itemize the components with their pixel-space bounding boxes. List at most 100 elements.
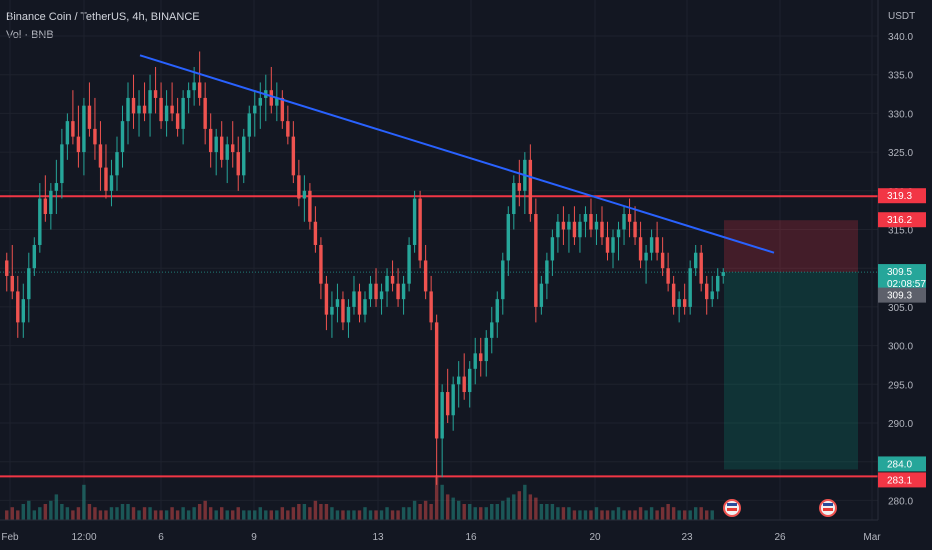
candle-body [258,97,262,106]
trendline-segment [139,54,775,254]
candle-body [572,221,577,238]
flag-icon[interactable] [723,499,741,517]
volume-bar [186,510,191,520]
candle-body [76,136,81,153]
y-tick-label: 315.0 [888,226,913,237]
candle-body [567,221,571,230]
candle-body [633,221,637,238]
price-label-text: 283.1 [887,475,912,486]
x-tick-label: Mar [863,532,881,543]
horizontal-levels[interactable] [0,195,878,478]
volume-bar [104,510,108,520]
volume-bar [462,504,466,520]
candle-body [418,198,422,261]
candle-body [589,214,593,230]
volume-bar [368,510,373,520]
candle-body [423,260,428,292]
volume-bar [517,491,522,520]
volume-bar [468,504,472,520]
volume-bar [556,507,560,520]
candle-body [644,252,648,261]
price-label-bg [878,212,926,228]
x-tick-label: 16 [465,532,477,543]
trendline[interactable] [139,54,775,254]
volume-bar [528,494,533,520]
candle-body [710,291,714,300]
candle-body [473,353,477,369]
volume-bar [693,507,698,520]
volume-bar [319,504,323,520]
candle-body [203,97,207,129]
candle-body [115,152,119,176]
volume-bar [412,500,417,520]
volume-bar [10,507,14,520]
volume-indicator-label[interactable]: Vol · BNB [6,29,54,41]
candle-body [308,190,312,222]
candle-body [407,244,411,284]
volume-bar [137,510,141,520]
candle-body [440,392,444,439]
volume-bar [214,510,218,520]
volume-bar [578,510,582,520]
volume-bar [671,507,676,520]
volume-bar [589,510,593,520]
volume-bar [93,507,97,520]
candle-body [142,105,147,114]
candle-body [291,136,296,176]
candle-body [319,244,323,284]
candle-body [594,221,599,230]
candle-body [434,322,439,439]
volume-bar [622,510,626,520]
volume-bar [407,507,411,520]
volume-bar [561,507,566,520]
volume-bar [638,507,643,520]
candle-body [120,121,125,153]
volume-bar [275,510,279,520]
grid-lines [0,0,878,520]
flag-icon[interactable] [819,499,837,517]
candle-body [479,353,483,362]
price-label-text: 319.3 [887,191,912,202]
candle-body [484,337,488,362]
volume-bar [313,500,318,520]
volume-bar [418,504,422,520]
volume-bar [550,504,555,520]
volume-bar [484,507,488,520]
volume-bar [219,507,224,520]
volume-bar [76,507,81,520]
volume-bar [16,510,20,520]
candle-body [280,97,285,122]
volume-bar [225,510,229,520]
volume-bar [534,497,538,520]
x-tick-label: 26 [774,532,786,543]
volume-bar [109,507,114,520]
candle-body [638,237,643,261]
volume-bar [264,510,268,520]
volume-bar [440,484,444,520]
volume-bar [120,504,125,520]
chart-title: Binance Coin / TetherUS, 4h, BINANCE [6,11,200,23]
volume-bar [308,507,312,520]
volume-bar [572,510,577,520]
position-zones [0,220,878,470]
candle-body [622,214,626,230]
price-label-text: 02:08:57 [887,279,926,290]
volume-bar [479,507,483,520]
candle-body [401,283,406,300]
candle-body [21,299,25,323]
y-tick-label: 340.0 [888,32,913,43]
y-tick-label: 305.0 [888,303,913,314]
event-icons[interactable] [723,499,837,517]
volume-bar [153,510,158,520]
volume-bar [583,510,588,520]
volume-bar [253,510,257,520]
candle-body [225,144,229,160]
volume-bar [699,507,703,520]
price-label-bg [878,276,926,292]
price-label-bg [878,456,926,472]
candle-body [330,306,334,315]
volume-bar [512,494,516,520]
volume-bar [148,507,152,520]
volume-bar [5,510,9,520]
